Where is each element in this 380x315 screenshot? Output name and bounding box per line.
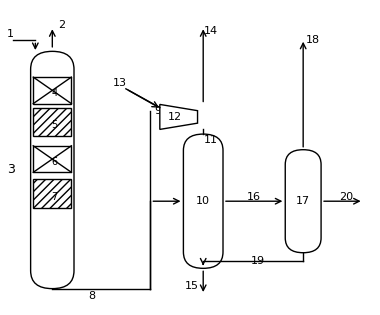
Text: 14: 14 <box>204 26 218 36</box>
Text: 3: 3 <box>7 163 15 176</box>
Text: 10: 10 <box>196 196 210 206</box>
Text: 7: 7 <box>51 192 57 202</box>
Text: 16: 16 <box>247 192 261 202</box>
Text: 15: 15 <box>185 281 199 290</box>
Text: 1: 1 <box>7 29 14 39</box>
Bar <box>33 179 71 208</box>
FancyBboxPatch shape <box>31 51 74 289</box>
Bar <box>33 77 71 104</box>
FancyBboxPatch shape <box>285 150 321 253</box>
Bar <box>33 146 71 172</box>
Text: 4: 4 <box>51 89 57 99</box>
Bar <box>33 107 71 136</box>
Text: 2: 2 <box>58 20 65 30</box>
Polygon shape <box>160 104 198 129</box>
Text: 20: 20 <box>339 192 354 202</box>
Text: 5: 5 <box>51 120 57 130</box>
Text: 8: 8 <box>89 291 95 301</box>
Text: 13: 13 <box>113 77 127 88</box>
Text: 11: 11 <box>204 135 218 145</box>
Text: 19: 19 <box>251 255 265 266</box>
Text: 17: 17 <box>296 196 310 206</box>
FancyBboxPatch shape <box>184 134 223 268</box>
Text: 12: 12 <box>168 112 182 122</box>
Text: 18: 18 <box>306 35 320 45</box>
Text: 9: 9 <box>154 106 162 116</box>
Text: 6: 6 <box>51 157 57 167</box>
